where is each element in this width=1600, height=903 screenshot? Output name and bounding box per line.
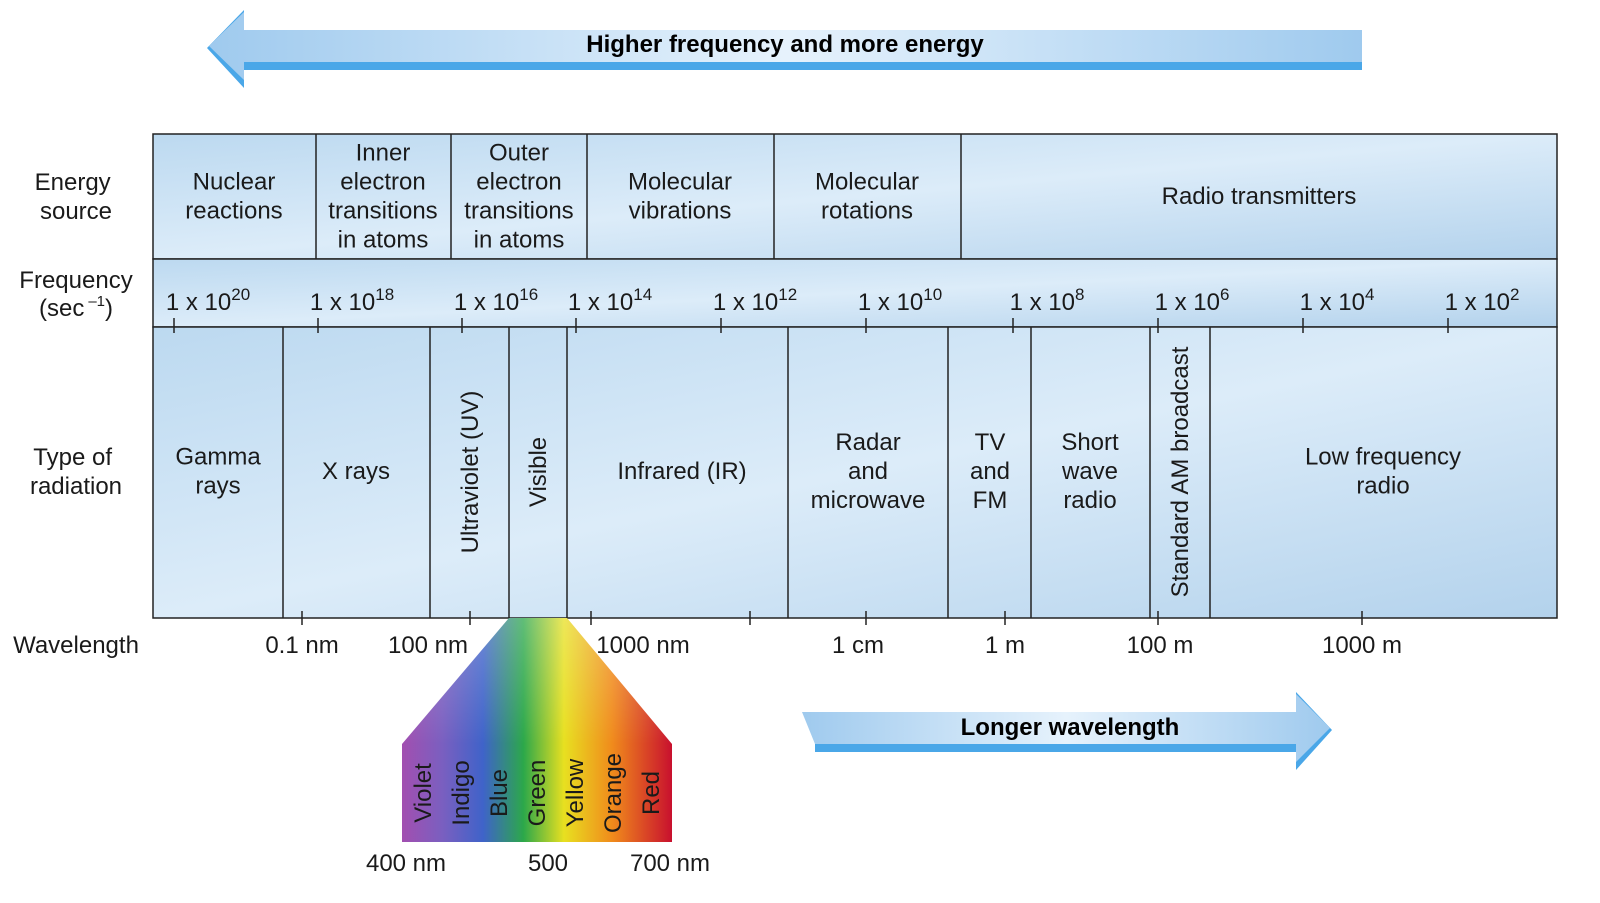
wavelength-labels: 0.1 nm 100 nm 1000 nm 1 cm 1 m 100 m 1000 m [265, 611, 1402, 659]
spectrum-color-orange: Orange [600, 753, 627, 833]
energy-source-0: Nuclear reactions [185, 169, 282, 225]
energy-source-dividers [315, 134, 962, 259]
spectrum-scale-700: 700 nm [630, 850, 710, 877]
spectrum-table [152, 133, 1558, 619]
type-of-radiation-label: Type of radiation [30, 444, 122, 500]
frequency-value-9: 1 x 102 [1445, 285, 1520, 316]
radiation-type-9: Low frequency radio [1305, 444, 1461, 500]
wavelength-value-2: 1000 nm [596, 632, 689, 659]
higher-frequency-label: Higher frequency and more energy [586, 31, 984, 58]
frequency-value-3: 1 x 1014 [568, 285, 652, 316]
radiation-type-4: Infrared (IR) [617, 458, 746, 485]
wavelength-value-3: 1 cm [832, 632, 884, 659]
radiation-type-3: Visible [525, 437, 552, 507]
energy-source-1: Inner electron transitions in atoms [328, 140, 437, 254]
frequency-value-1: 1 x 1018 [310, 285, 394, 316]
wavelength-value-1: 100 nm [388, 632, 468, 659]
wavelength-value-5: 100 m [1127, 632, 1194, 659]
spectrum-scale-400: 400 nm [366, 850, 446, 877]
energy-source-3: Molecular vibrations [628, 169, 732, 225]
energy-source-2: Outer electron transitions in atoms [464, 140, 573, 254]
frequency-value-4: 1 x 1012 [713, 285, 797, 316]
radiation-type-7: Short wave radio [1061, 429, 1119, 514]
radiation-type-5: Radar and microwave [811, 429, 926, 514]
higher-frequency-arrow: Higher frequency and more energy [207, 10, 1362, 88]
frequency-value-6: 1 x 108 [1010, 285, 1085, 316]
frequency-label: Frequency [19, 267, 132, 294]
frequency-value-8: 1 x 104 [1300, 285, 1375, 316]
radiation-type-row [152, 326, 1558, 619]
energy-source-5: Radio transmitters [1162, 183, 1357, 210]
radiation-type-labels: Gamma rays X rays Ultraviolet (UV) Visible In… [175, 346, 1461, 597]
wavelength-value-4: 1 m [985, 632, 1025, 659]
radiation-type-8: Standard AM broadcast [1167, 346, 1194, 597]
frequency-labels: 1 x 1020 1 x 1018 1 x 1016 1 x 1014 1 x 1012… [166, 285, 1520, 333]
wavelength-value-0: 0.1 nm [265, 632, 338, 659]
energy-source-4: Molecular rotations [815, 169, 919, 225]
energy-source-labels: Nuclear reactions Inner electron transitions… [185, 140, 1356, 254]
wavelength-label: Wavelength [13, 632, 139, 659]
spectrum-color-red: Red [638, 771, 665, 815]
spectrum-color-indigo: Indigo [448, 760, 475, 825]
spectrum-color-violet: Violet [410, 763, 437, 823]
radiation-type-2: Ultraviolet (UV) [457, 391, 484, 554]
visible-spectrum-band [402, 744, 672, 842]
frequency-value-7: 1 x 106 [1155, 285, 1230, 316]
spectrum-color-yellow: Yellow [562, 758, 589, 827]
longer-wavelength-label: Longer wavelength [961, 714, 1180, 741]
frequency-value-2: 1 x 1016 [454, 285, 538, 316]
row-labels: Energy source Frequency (sec –1) Type of … [13, 169, 139, 659]
energy-source-row [152, 133, 1558, 260]
spectrum-color-green: Green [524, 760, 551, 827]
frequency-unit-label: (sec –1) [39, 293, 113, 322]
frequency-value-5: 1 x 1010 [858, 285, 942, 316]
longer-wavelength-arrow: Longer wavelength [802, 692, 1332, 770]
radiation-type-6: TV and FM [970, 429, 1010, 514]
radiation-type-dividers [282, 327, 1211, 618]
radiation-type-0: Gamma rays [175, 444, 261, 500]
radiation-type-1: X rays [322, 458, 390, 485]
frequency-value-0: 1 x 1020 [166, 285, 250, 316]
spectrum-color-labels: Violet Indigo Blue Green Yellow Orange Red [410, 753, 665, 833]
spectrum-scale-500: 500 [528, 850, 568, 877]
spectrum-color-blue: Blue [486, 769, 513, 817]
wavelength-value-6: 1000 m [1322, 632, 1402, 659]
frequency-row [152, 258, 1558, 328]
energy-source-label: Energy source [35, 169, 118, 225]
visible-spectrum: Violet Indigo Blue Green Yellow Orange Red 400… [366, 618, 710, 877]
